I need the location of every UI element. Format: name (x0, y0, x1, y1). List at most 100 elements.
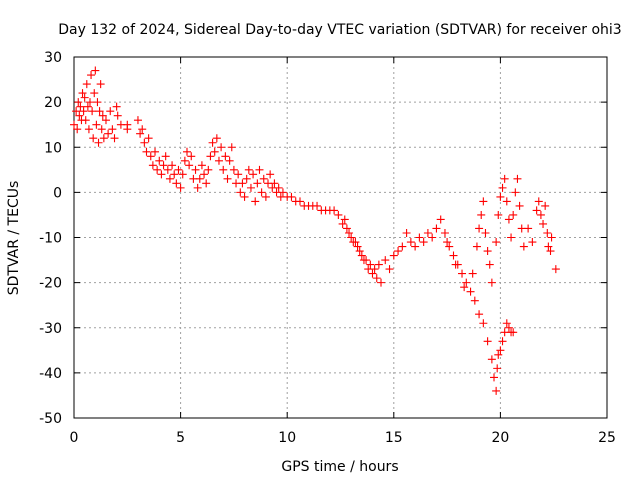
data-point (159, 161, 168, 170)
data-point (193, 183, 202, 192)
data-point (440, 228, 449, 237)
data-point (219, 165, 228, 174)
data-point (206, 152, 215, 161)
data-point (494, 350, 503, 359)
data-point (402, 228, 411, 237)
data-point (95, 107, 104, 116)
data-point (133, 116, 142, 125)
data-point (536, 210, 545, 219)
data-point (544, 242, 553, 251)
data-point (509, 210, 518, 219)
data-point (208, 138, 217, 147)
data-point (217, 143, 226, 152)
data-point (106, 107, 115, 116)
data-point (487, 278, 496, 287)
data-point (357, 251, 366, 260)
data-point (84, 125, 93, 134)
data-point (97, 125, 106, 134)
data-point (112, 102, 121, 111)
y-tick-label: -50 (39, 411, 62, 427)
data-point (108, 125, 117, 134)
data-point (236, 188, 245, 197)
data-point (210, 147, 219, 156)
data-point (255, 165, 264, 174)
data-point (148, 161, 157, 170)
data-point (144, 134, 153, 143)
data-point (88, 107, 97, 116)
data-point (411, 242, 420, 251)
data-point (515, 201, 524, 210)
x-tick-label: 25 (598, 430, 616, 446)
data-point (475, 310, 484, 319)
data-point (182, 147, 191, 156)
data-point (338, 219, 347, 228)
data-point (490, 373, 499, 382)
data-point (500, 174, 509, 183)
data-point (136, 129, 145, 138)
data-point (89, 134, 98, 143)
y-axis-label: SDTVAR / TECUs (6, 181, 22, 296)
data-point (251, 197, 260, 206)
data-point (330, 206, 339, 215)
data-point (195, 174, 204, 183)
data-point (428, 233, 437, 242)
data-point (475, 224, 484, 233)
data-point (366, 260, 375, 269)
data-point (295, 197, 304, 206)
data-point (415, 233, 424, 242)
data-point (155, 156, 164, 165)
data-point (507, 233, 516, 242)
data-point (174, 165, 183, 174)
data-point (178, 170, 187, 179)
data-point (287, 192, 296, 201)
data-point (76, 102, 85, 111)
data-point (123, 125, 132, 134)
data-point (204, 165, 213, 174)
data-point (238, 179, 247, 188)
data-point (406, 238, 415, 247)
data-point (246, 183, 255, 192)
data-point (83, 102, 92, 111)
x-tick-label: 10 (278, 430, 296, 446)
data-point (212, 134, 221, 143)
data-point (436, 215, 445, 224)
data-point (509, 328, 518, 337)
data-point (138, 125, 147, 134)
data-point (374, 260, 383, 269)
data-point (80, 93, 89, 102)
data-point (504, 215, 513, 224)
data-point (443, 238, 452, 247)
data-point (240, 192, 249, 201)
data-point (479, 197, 488, 206)
data-point (423, 228, 432, 237)
data-point (551, 265, 560, 274)
data-point (479, 319, 488, 328)
x-tick-label: 0 (70, 430, 79, 446)
data-point (547, 233, 556, 242)
data-point (261, 192, 270, 201)
data-point (90, 89, 99, 98)
data-point (528, 238, 537, 247)
x-tick-label: 20 (491, 430, 509, 446)
data-point (347, 233, 356, 242)
data-point (353, 242, 362, 251)
data-point (458, 269, 467, 278)
data-point (78, 89, 87, 98)
data-point (342, 224, 351, 233)
data-point (419, 238, 428, 247)
axis-ticks: 0 5 10 15 20 25 -50 -40 -30 -20 -10 0 10 20 30 (39, 50, 616, 446)
data-point (225, 156, 234, 165)
data-point (462, 278, 471, 287)
data-point (96, 80, 105, 89)
data-point (197, 161, 206, 170)
data-point (511, 188, 520, 197)
data-point (266, 170, 275, 179)
y-tick-label: -30 (39, 321, 62, 337)
data-point (191, 165, 200, 174)
data-point (398, 242, 407, 251)
data-point (214, 156, 223, 165)
data-point (253, 179, 262, 188)
data-point (492, 386, 501, 395)
y-tick-label: -20 (39, 276, 62, 292)
